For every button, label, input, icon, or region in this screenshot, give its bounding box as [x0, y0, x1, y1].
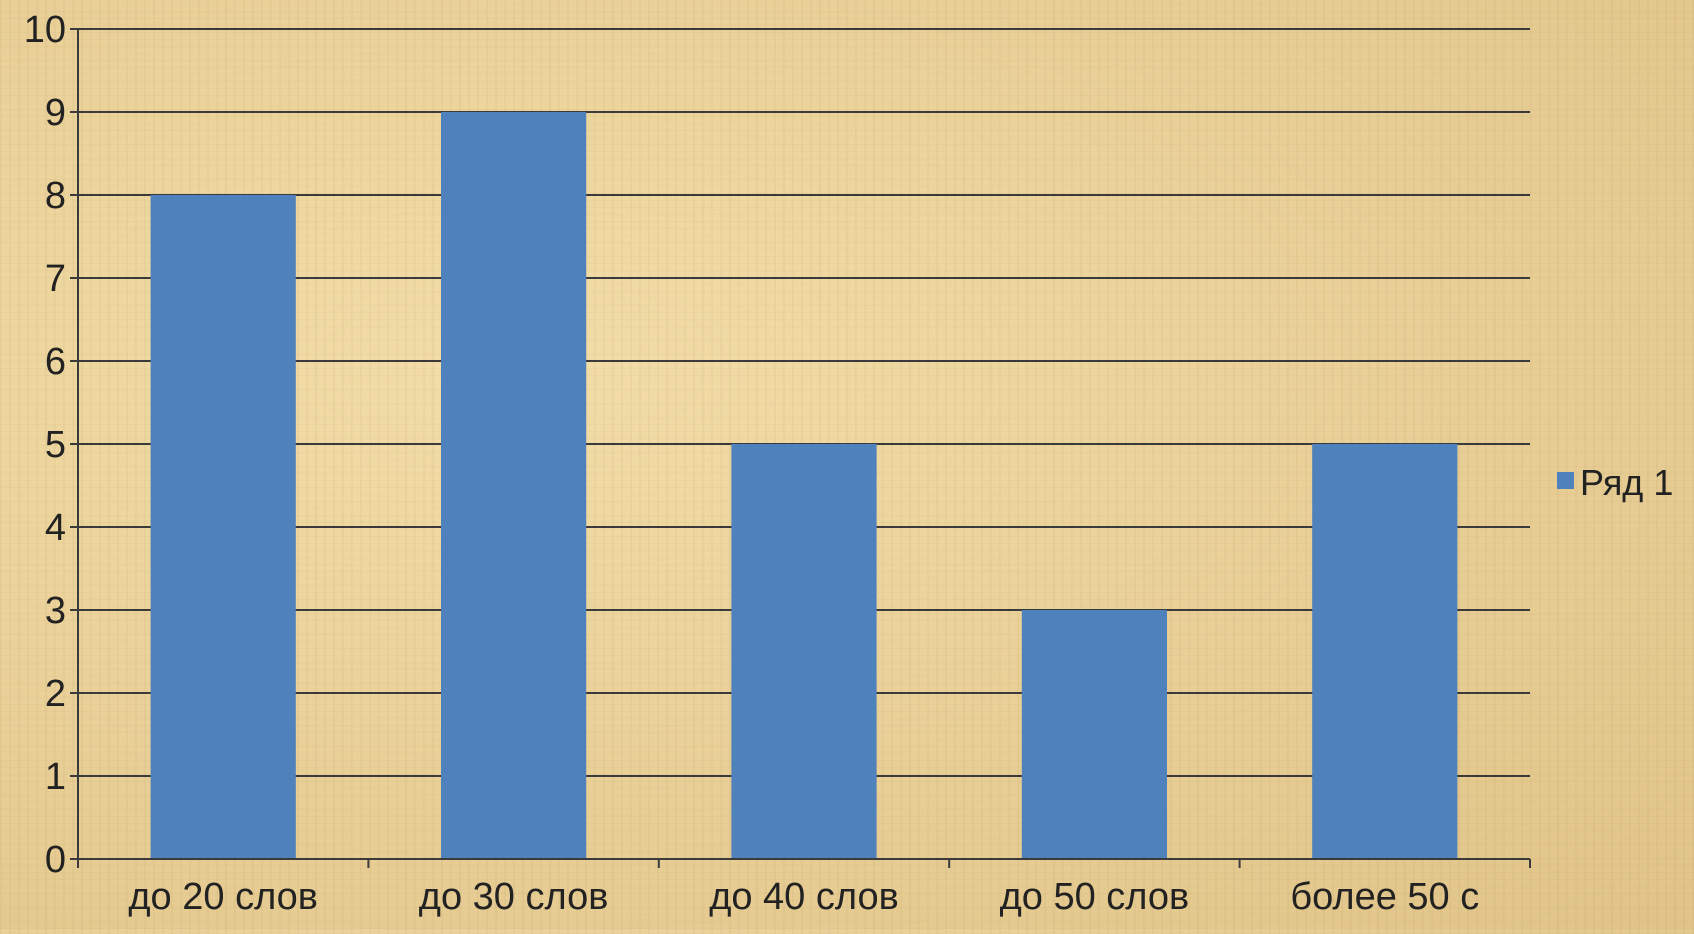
y-tick-label: 7	[45, 258, 66, 300]
x-tick-label: до 30 слов	[419, 876, 609, 918]
x-tick-label: более 50 с	[1290, 876, 1479, 918]
bar-3	[731, 444, 877, 859]
y-tick-label: 3	[45, 590, 66, 632]
x-tick-label: до 50 слов	[1000, 876, 1190, 918]
x-tick-label: до 20 слов	[128, 876, 318, 918]
legend: Ряд 1	[1557, 462, 1673, 503]
x-tick-label: до 40 слов	[709, 876, 899, 918]
y-tick-label: 5	[45, 424, 66, 466]
bars	[150, 112, 1458, 859]
legend-label: Ряд 1	[1580, 462, 1673, 503]
bar-5	[1312, 444, 1458, 859]
y-tick-label: 1	[45, 756, 66, 798]
y-tick-label: 4	[45, 507, 66, 549]
bar-4	[1021, 610, 1167, 859]
legend-swatch	[1557, 472, 1574, 489]
y-tick-labels: 0 1 2 3 4 5 6 7 8 9 10	[24, 9, 66, 881]
bar-2	[441, 112, 587, 859]
axes	[77, 29, 1531, 868]
y-tick-label: 8	[45, 175, 66, 217]
y-tick-label: 9	[45, 92, 66, 134]
y-tick-label: 0	[45, 839, 66, 881]
y-tick-label: 2	[45, 673, 66, 715]
y-tick-label: 6	[45, 341, 66, 383]
y-tick-label: 10	[24, 9, 66, 51]
bar-1	[150, 195, 296, 859]
x-tick-labels: до 20 слов до 30 слов до 40 слов до 50 слов…	[128, 876, 1479, 918]
